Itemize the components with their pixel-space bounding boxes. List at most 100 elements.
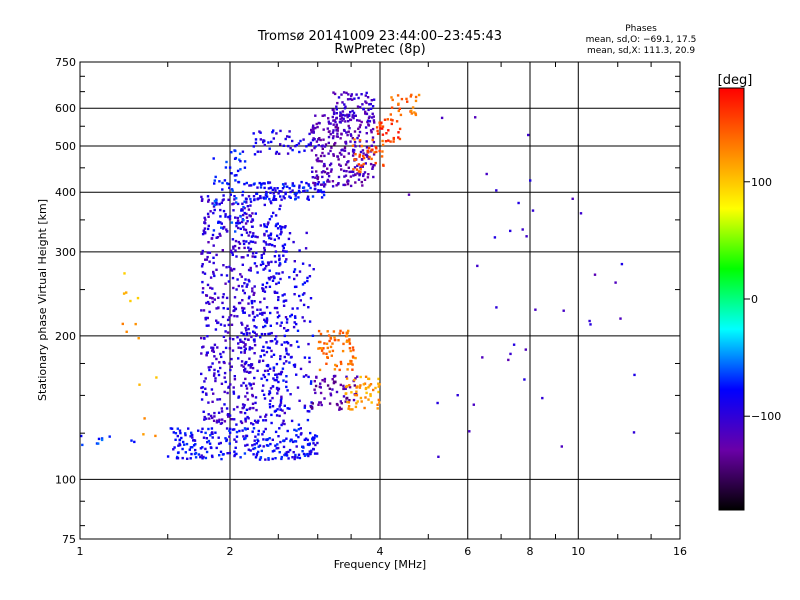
data-point (385, 132, 388, 135)
data-point (326, 178, 330, 182)
data-point (212, 270, 215, 274)
data-point (237, 342, 240, 345)
data-point (178, 442, 181, 445)
data-point (339, 360, 343, 364)
data-point (341, 349, 345, 353)
data-point (319, 189, 323, 192)
data-point (340, 116, 344, 119)
data-point (346, 98, 350, 101)
data-point (244, 444, 247, 447)
data-point (275, 342, 278, 345)
data-point (296, 386, 300, 389)
data-point (306, 438, 309, 442)
data-point (253, 300, 256, 303)
data-point (352, 111, 356, 115)
data-point (201, 427, 204, 430)
data-point (237, 246, 241, 250)
data-point (319, 154, 323, 158)
data-point (389, 113, 392, 116)
data-point (238, 242, 242, 245)
data-point (327, 152, 330, 155)
data-point (268, 346, 271, 350)
data-point (246, 443, 249, 447)
data-point (352, 349, 355, 352)
data-point (323, 185, 326, 188)
data-point (264, 197, 267, 200)
data-point (247, 278, 250, 282)
data-point (343, 175, 346, 178)
data-point (225, 274, 229, 277)
data-point (290, 355, 293, 359)
data-point (246, 427, 249, 430)
data-point (176, 427, 179, 430)
data-point (203, 227, 207, 230)
data-point (330, 168, 333, 171)
data-point (263, 232, 266, 236)
data-point (377, 377, 380, 381)
data-point (364, 386, 368, 390)
data-point (217, 436, 220, 439)
data-point (308, 443, 311, 447)
data-point (240, 351, 243, 354)
data-point (356, 164, 359, 167)
data-point (398, 127, 402, 131)
data-point (474, 116, 477, 119)
data-point (207, 366, 210, 369)
data-point (190, 452, 193, 456)
data-point (181, 456, 184, 460)
data-point (219, 221, 222, 224)
data-point (263, 369, 267, 373)
data-point (358, 172, 362, 176)
data-point (298, 294, 301, 298)
data-point (244, 197, 248, 200)
data-point (289, 196, 292, 199)
data-point (335, 112, 338, 115)
data-point (328, 387, 331, 390)
data-point (251, 393, 254, 397)
data-point (263, 246, 266, 250)
data-point (275, 362, 279, 366)
data-point (308, 275, 312, 278)
data-point (266, 223, 269, 226)
data-point (228, 166, 232, 169)
data-point (203, 221, 206, 224)
data-point (234, 249, 237, 252)
data-point (227, 280, 231, 283)
data-point (289, 190, 292, 194)
data-point (334, 126, 337, 129)
data-point (380, 121, 383, 124)
data-point (284, 182, 287, 185)
data-point (223, 403, 226, 406)
data-point (311, 130, 314, 134)
data-point (317, 144, 320, 147)
data-point (204, 447, 207, 451)
data-point (280, 231, 283, 234)
data-point (256, 235, 259, 239)
data-point (342, 387, 345, 390)
data-point (213, 208, 216, 212)
data-point (272, 198, 275, 202)
data-point (320, 171, 324, 174)
data-point (199, 447, 203, 450)
data-point (322, 190, 326, 194)
data-point (332, 112, 336, 116)
data-point (220, 355, 223, 359)
data-point (285, 451, 288, 454)
data-point (264, 419, 268, 422)
data-point (230, 314, 233, 317)
data-point (361, 165, 364, 168)
data-point (353, 378, 356, 382)
data-point (255, 334, 258, 337)
data-point (203, 380, 206, 383)
data-point (299, 299, 302, 302)
y-tick-label: 500 (55, 140, 76, 153)
data-point (326, 346, 329, 350)
data-point (329, 133, 332, 136)
data-point (339, 111, 342, 114)
data-point (267, 444, 270, 447)
data-point (227, 413, 230, 416)
data-point (281, 409, 284, 412)
data-point (244, 337, 247, 341)
data-point (269, 186, 273, 189)
data-point (283, 243, 287, 246)
